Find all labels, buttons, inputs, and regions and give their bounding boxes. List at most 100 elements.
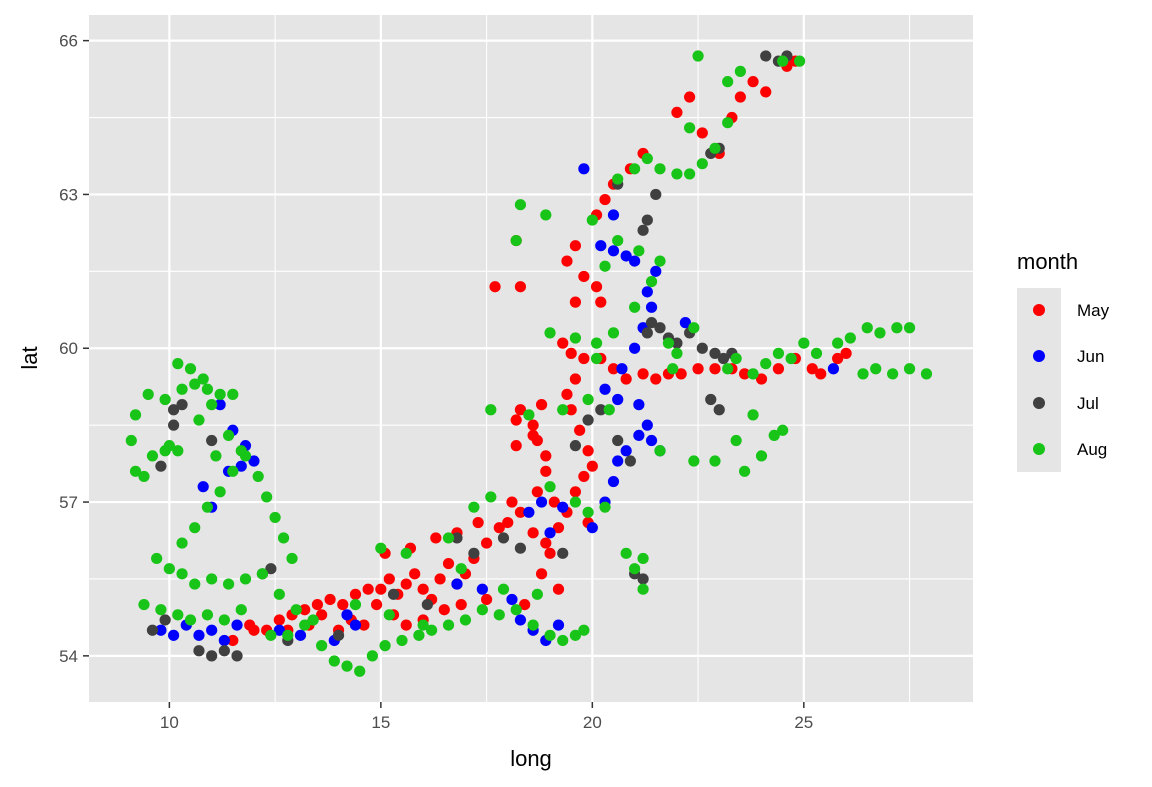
data-point-may: [747, 76, 759, 88]
data-point-aug: [214, 388, 226, 400]
data-point-may: [548, 496, 560, 508]
data-point-aug: [396, 634, 408, 647]
data-point-aug: [349, 598, 362, 611]
data-point-jul: [218, 645, 230, 657]
data-point-aug: [590, 352, 603, 365]
data-point-may: [316, 609, 328, 621]
data-point-aug: [582, 393, 594, 406]
data-point-may: [531, 486, 543, 498]
data-point-jun: [557, 501, 569, 513]
data-point-aug: [189, 522, 201, 534]
data-point-aug: [222, 578, 235, 590]
data-point-may: [489, 281, 501, 293]
data-point-jun: [641, 419, 653, 431]
data-point-aug: [493, 609, 505, 621]
data-point-aug: [667, 363, 679, 375]
data-point-may: [734, 91, 746, 103]
data-point-jun: [607, 245, 620, 257]
data-point-aug: [861, 322, 873, 334]
data-point-aug: [206, 399, 218, 411]
data-point-jun: [535, 496, 548, 508]
data-point-jul: [557, 547, 569, 559]
data-point-aug: [629, 563, 641, 575]
data-point-aug: [265, 629, 277, 641]
data-point-aug: [569, 496, 582, 508]
data-point-jul: [654, 322, 666, 334]
data-point-may: [692, 363, 704, 375]
legend-key-background: [1017, 288, 1061, 472]
data-point-may: [832, 352, 844, 365]
data-point-jun: [629, 255, 641, 267]
data-point-jun: [612, 455, 624, 467]
data-point-aug: [569, 629, 582, 641]
data-point-jun: [206, 624, 218, 636]
data-point-jun: [599, 383, 611, 395]
data-point-aug: [586, 214, 598, 226]
data-point-jul: [713, 404, 725, 416]
data-point-jul: [421, 598, 433, 611]
data-point-jun: [607, 209, 620, 221]
data-point-jun: [612, 393, 624, 406]
data-point-aug: [442, 619, 455, 631]
data-point-may: [565, 347, 577, 359]
data-point-aug: [641, 152, 653, 165]
data-point-aug: [206, 573, 218, 585]
data-point-aug: [920, 368, 933, 380]
data-point-aug: [129, 465, 142, 477]
data-point-aug: [785, 352, 797, 365]
data-point-aug: [747, 409, 759, 421]
data-point-may: [540, 537, 552, 549]
data-point-may: [569, 373, 582, 385]
data-point-aug: [620, 547, 632, 559]
y-tick-label: 54: [59, 647, 78, 666]
data-point-may: [586, 460, 598, 472]
data-point-aug: [654, 255, 666, 267]
data-point-may: [540, 465, 552, 477]
data-point-jun: [273, 624, 285, 636]
y-axis-title: lat: [17, 346, 42, 369]
data-point-may: [442, 557, 455, 570]
data-point-aug: [485, 491, 497, 503]
data-point-aug: [176, 383, 188, 395]
data-point-aug: [692, 50, 704, 62]
data-point-aug: [637, 552, 649, 565]
data-point-aug: [138, 470, 150, 483]
data-point-jun: [235, 460, 247, 472]
data-point-aug: [887, 368, 899, 380]
data-point-may: [510, 414, 522, 426]
data-point-aug: [768, 429, 780, 442]
data-point-jul: [387, 588, 400, 600]
data-point-aug: [662, 337, 675, 349]
x-tick-label: 20: [583, 713, 602, 732]
data-point-aug: [832, 337, 844, 349]
data-point-aug: [210, 450, 222, 462]
legend-label-aug: Aug: [1077, 440, 1107, 459]
data-point-may: [561, 255, 573, 267]
data-point-aug: [442, 532, 455, 544]
data-point-may: [358, 619, 370, 631]
data-point-jun: [506, 593, 518, 606]
data-point-may: [273, 614, 285, 626]
data-point-aug: [738, 465, 751, 477]
data-point-aug: [747, 368, 759, 380]
data-point-jul: [497, 532, 510, 544]
data-point-jun: [451, 578, 463, 590]
data-point-aug: [629, 163, 641, 175]
data-point-aug: [544, 327, 556, 339]
data-point-aug: [772, 347, 785, 359]
data-point-may: [574, 424, 586, 436]
y-tick-label: 63: [59, 185, 78, 204]
data-point-aug: [286, 552, 298, 565]
data-point-jul: [641, 327, 653, 339]
data-point-may: [493, 522, 505, 534]
data-point-jul: [231, 650, 243, 662]
data-point-may: [840, 347, 852, 359]
data-point-jun: [607, 475, 620, 488]
data-point-aug: [599, 260, 611, 272]
data-point-may: [815, 368, 827, 380]
legend-title: month: [1017, 249, 1078, 274]
data-point-aug: [510, 234, 522, 247]
data-point-aug: [256, 568, 269, 580]
data-point-aug: [730, 352, 742, 365]
data-point-jun: [155, 624, 167, 636]
